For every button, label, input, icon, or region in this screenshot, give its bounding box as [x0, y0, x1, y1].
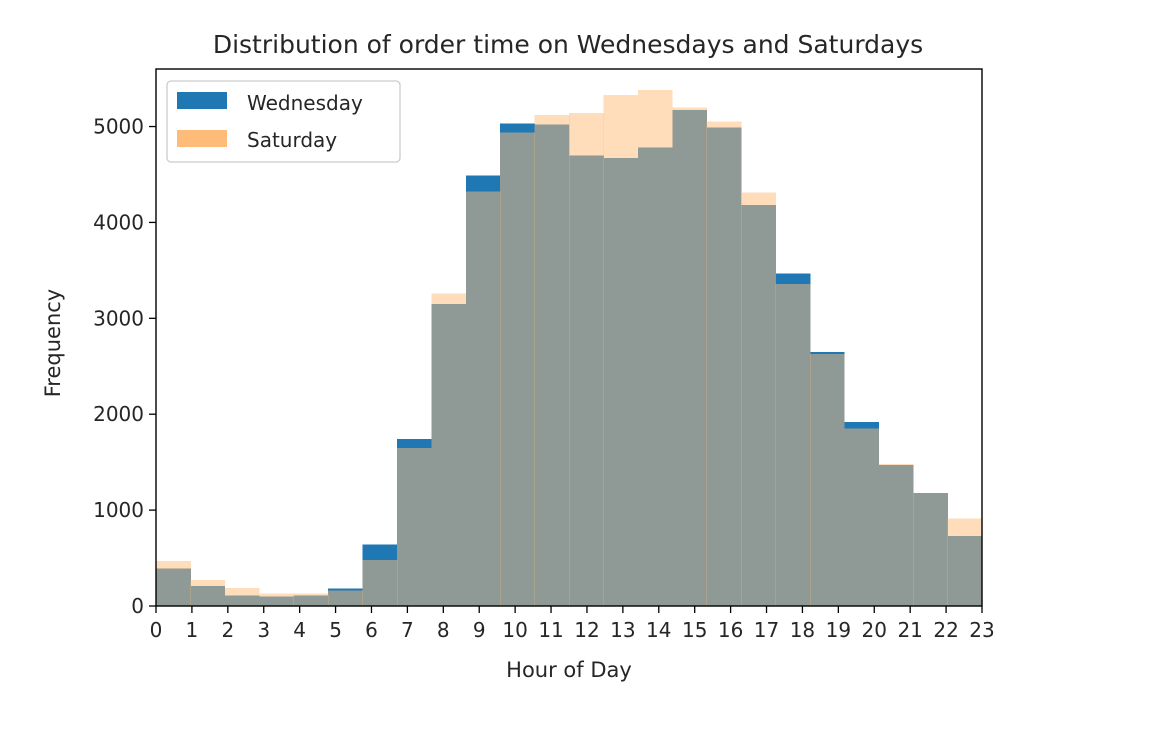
bar-saturday-21	[878, 464, 914, 606]
x-tick-label-17: 17	[754, 618, 779, 642]
bars-layer	[156, 90, 983, 607]
legend-label-wednesday: Wednesday	[247, 91, 363, 115]
legend: Wednesday Saturday	[166, 80, 401, 163]
legend-label-saturday: Saturday	[247, 128, 337, 152]
bar-saturday-14	[637, 90, 673, 607]
bar-saturday-16	[706, 121, 742, 607]
plot-frame	[155, 68, 983, 607]
bar-saturday-23	[947, 518, 983, 606]
x-ticks: 0 1 2 3 4 5 6 7 8 9 10 11 12 13 14 15 16 17 18 19 20 21 22 23	[150, 606, 995, 642]
x-tick-label-3: 3	[257, 618, 270, 642]
x-tick-label-6: 6	[365, 618, 378, 642]
bar-saturday-8	[431, 293, 467, 606]
legend-swatch-wednesday	[177, 92, 227, 109]
x-tick-label-8: 8	[437, 618, 450, 642]
x-tick-label-0: 0	[150, 618, 163, 642]
bar-saturday-0	[156, 560, 191, 606]
y-tick-label-2: 2000	[93, 402, 144, 426]
y-tick-label-1: 1000	[93, 498, 144, 522]
x-tick-label-10: 10	[502, 618, 527, 642]
bar-saturday-12	[569, 113, 604, 607]
x-tick-label-11: 11	[538, 618, 563, 642]
x-tick-label-4: 4	[293, 618, 306, 642]
bar-saturday-10	[500, 132, 535, 607]
bar-saturday-7	[396, 447, 432, 606]
bar-saturday-13	[603, 94, 639, 606]
bar-saturday-19	[809, 353, 845, 606]
x-tick-label-1: 1	[186, 618, 199, 642]
y-tick-label-5: 5000	[93, 115, 144, 139]
x-axis-label: Hour of Day	[506, 658, 632, 682]
x-tick-label-5: 5	[329, 618, 342, 642]
legend-swatch-saturday	[177, 130, 227, 147]
x-tick-label-7: 7	[401, 618, 414, 642]
x-tick-label-15: 15	[682, 618, 707, 642]
bar-saturday-22	[913, 492, 948, 606]
x-tick-label-19: 19	[826, 618, 851, 642]
x-tick-label-13: 13	[610, 618, 635, 642]
bar-saturday-11	[534, 115, 570, 606]
x-tick-label-18: 18	[790, 618, 815, 642]
x-tick-label-20: 20	[862, 618, 887, 642]
x-tick-label-9: 9	[473, 618, 486, 642]
bar-saturday-2	[224, 587, 260, 606]
series-saturday	[156, 90, 983, 607]
x-tick-label-16: 16	[718, 618, 743, 642]
bar-saturday-5	[328, 590, 363, 606]
chart-title: Distribution of order time on Wednesdays…	[213, 30, 923, 59]
x-tick-label-22: 22	[933, 618, 958, 642]
x-tick-label-12: 12	[574, 618, 599, 642]
y-tick-label-0: 0	[131, 594, 144, 618]
y-ticks: 0 1000 2000 3000 4000 5000	[93, 115, 156, 618]
x-tick-label-14: 14	[646, 618, 671, 642]
bar-saturday-4	[293, 593, 329, 606]
y-tick-label-4: 4000	[93, 210, 144, 234]
bar-saturday-17	[741, 192, 776, 606]
y-axis-label: Frequency	[41, 289, 65, 398]
x-tick-label-2: 2	[221, 618, 234, 642]
y-tick-label-3: 3000	[93, 306, 144, 330]
bar-saturday-3	[259, 593, 295, 606]
bar-saturday-18	[775, 283, 811, 606]
x-tick-label-23: 23	[969, 618, 994, 642]
x-tick-label-21: 21	[897, 618, 922, 642]
bar-saturday-20	[844, 428, 880, 606]
bar-saturday-1	[190, 580, 226, 606]
bar-saturday-6	[362, 559, 398, 606]
bar-saturday-9	[465, 191, 501, 607]
bar-saturday-15	[672, 107, 708, 607]
